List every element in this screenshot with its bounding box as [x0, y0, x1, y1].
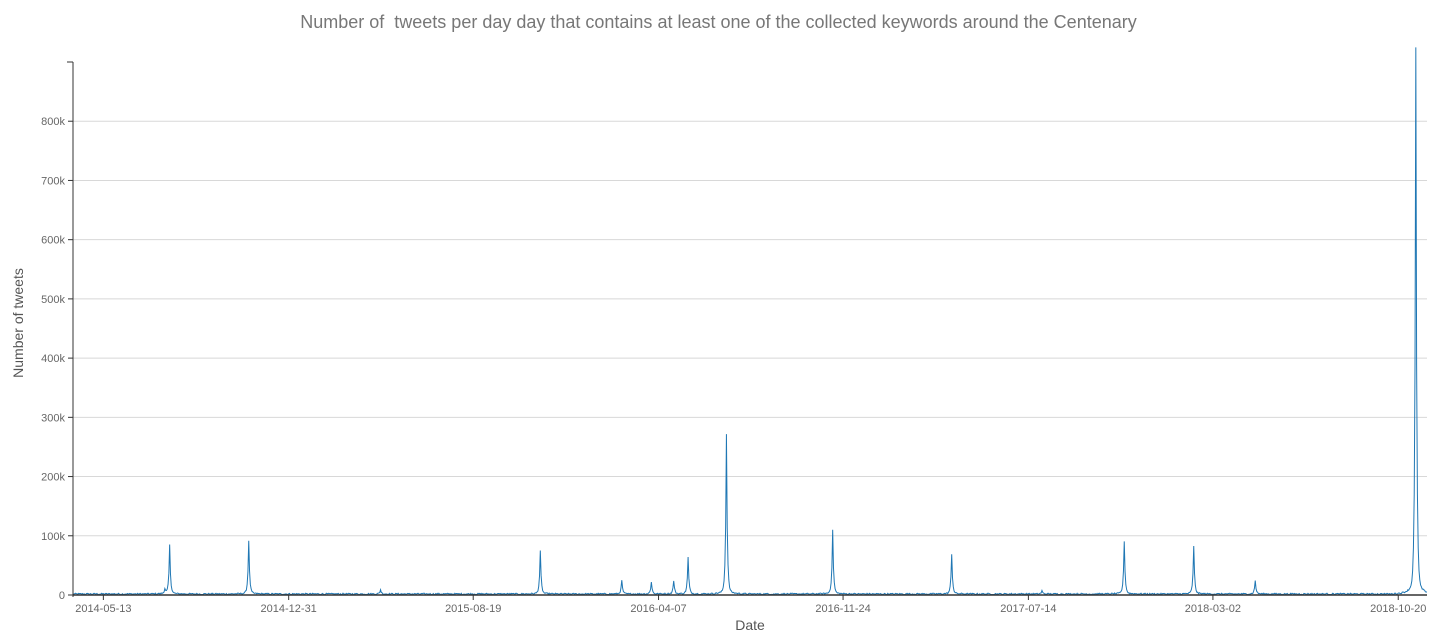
series-line: [72, 47, 1428, 596]
x-tick-label: 2018-10-20: [1370, 603, 1426, 615]
y-tick-label: 800k: [41, 116, 65, 128]
y-tick-label: 0: [59, 590, 65, 602]
y-axis-ticks: 0 100k 200k 300k 400k 500k 600k 700k 800k: [41, 116, 73, 602]
y-axis-title: Number of tweets: [10, 268, 26, 378]
x-tick-label: 2017-07-14: [1000, 603, 1056, 615]
y-tick-label: 400k: [41, 353, 65, 365]
x-tick-label: 2015-08-19: [445, 603, 501, 615]
y-tick-label: 200k: [41, 472, 65, 484]
chart-title: Number of tweets per day day that contai…: [300, 12, 1137, 32]
x-tick-label: 2016-11-24: [815, 603, 870, 615]
x-axis-title: Date: [735, 617, 765, 633]
y-tick-label: 700k: [41, 175, 65, 187]
x-tick-label: 2016-04-07: [630, 603, 686, 615]
y-tick-label: 500k: [41, 294, 65, 306]
y-tick-label: 600k: [41, 235, 65, 247]
y-tick-label: 300k: [41, 412, 65, 424]
x-tick-label: 2018-03-02: [1185, 603, 1241, 615]
y-tick-label: 100k: [41, 531, 65, 543]
x-tick-label: 2014-05-13: [75, 603, 131, 615]
grid-lines: [73, 120, 1427, 537]
x-axis-ticks: 2014-05-13 2014-12-31 2015-08-19 2016-04-07…: [75, 595, 1426, 615]
x-tick-label: 2014-12-31: [261, 603, 317, 615]
